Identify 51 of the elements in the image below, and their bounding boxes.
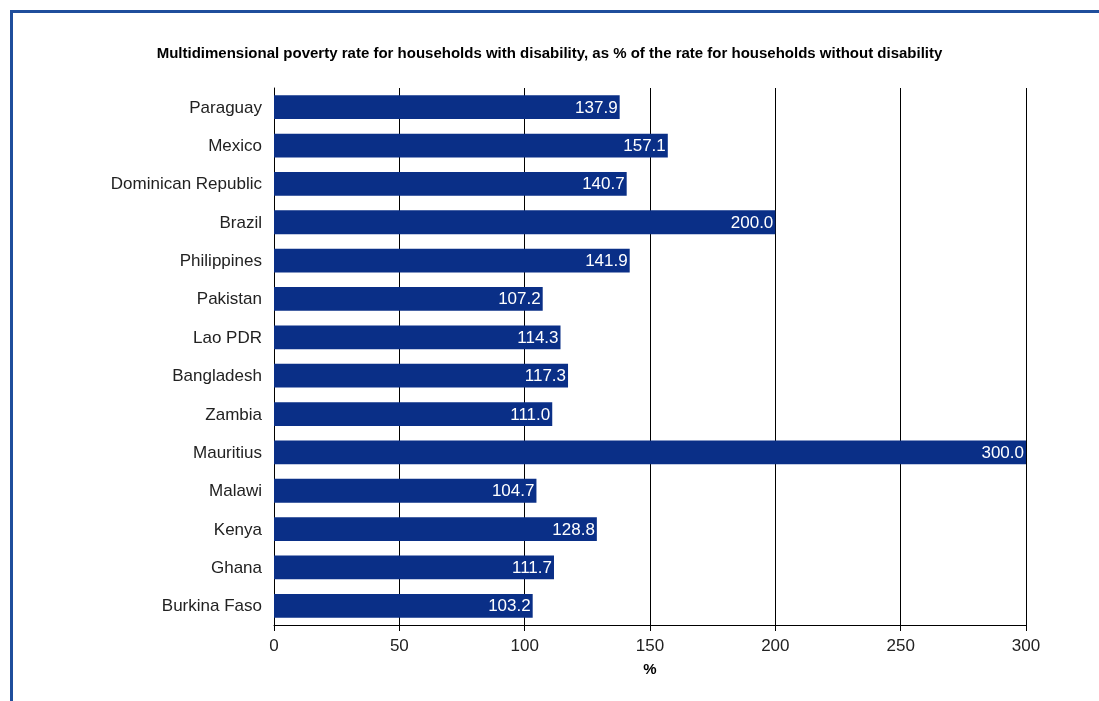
data-label: 107.2 — [498, 289, 541, 309]
bar — [274, 287, 543, 311]
bar — [274, 248, 630, 273]
x-axis-title: % — [643, 660, 657, 677]
bar — [274, 363, 569, 388]
y-tick-label: Malawi — [209, 481, 262, 501]
data-label: 103.2 — [488, 596, 531, 616]
y-tick-label: Zambia — [205, 404, 263, 424]
y-tick-label: Pakistan — [196, 289, 262, 309]
data-label: 111.7 — [511, 557, 552, 577]
data-label: 141.9 — [585, 251, 628, 271]
data-label: 104.7 — [491, 481, 535, 501]
data-label: 200.0 — [730, 212, 774, 232]
bar — [274, 478, 537, 503]
data-label: 140.7 — [582, 174, 625, 194]
bar — [274, 210, 776, 235]
data-label: 111.0 — [510, 404, 551, 424]
x-tick-label: 150 — [635, 636, 665, 655]
y-tick-label: Kenya — [213, 519, 263, 539]
y-tick-label: Mexico — [208, 136, 262, 156]
bar — [274, 440, 1026, 465]
data-label: 114.3 — [517, 327, 559, 347]
chart-title: Multidimensional poverty rate for households with disability, as % of the rate for households without disability — [156, 44, 943, 61]
data-label: 128.8 — [552, 519, 595, 539]
data-label: 137.9 — [575, 97, 618, 117]
y-tick-label: Burkina Faso — [161, 596, 262, 616]
x-tick-label: 300 — [1011, 636, 1041, 655]
bar — [274, 517, 597, 541]
bar — [274, 133, 668, 158]
bar — [274, 555, 554, 580]
y-tick-label: Dominican Republic — [110, 174, 263, 194]
bar — [274, 402, 553, 426]
y-tick-label: Brazil — [219, 212, 262, 232]
x-tick-label: 100 — [510, 636, 539, 655]
y-tick-label: Bangladesh — [172, 366, 262, 386]
y-tick-label: Lao PDR — [193, 327, 262, 347]
y-tick-label: Ghana — [210, 557, 263, 577]
x-tick-label: 50 — [389, 636, 409, 655]
x-tick-label: 250 — [886, 636, 915, 655]
bar — [274, 593, 533, 618]
data-label: 117.3 — [524, 366, 567, 386]
x-tick-label: 200 — [761, 636, 790, 655]
bar — [274, 325, 561, 350]
data-label: 300.0 — [981, 442, 1024, 462]
y-tick-label: Philippines — [179, 251, 262, 271]
x-tick-label: 0 — [269, 636, 279, 655]
bar — [274, 95, 620, 120]
data-label: 157.1 — [623, 136, 666, 156]
bar — [274, 172, 627, 196]
y-tick-label: Paraguay — [189, 97, 263, 117]
y-tick-label: Mauritius — [193, 442, 262, 462]
